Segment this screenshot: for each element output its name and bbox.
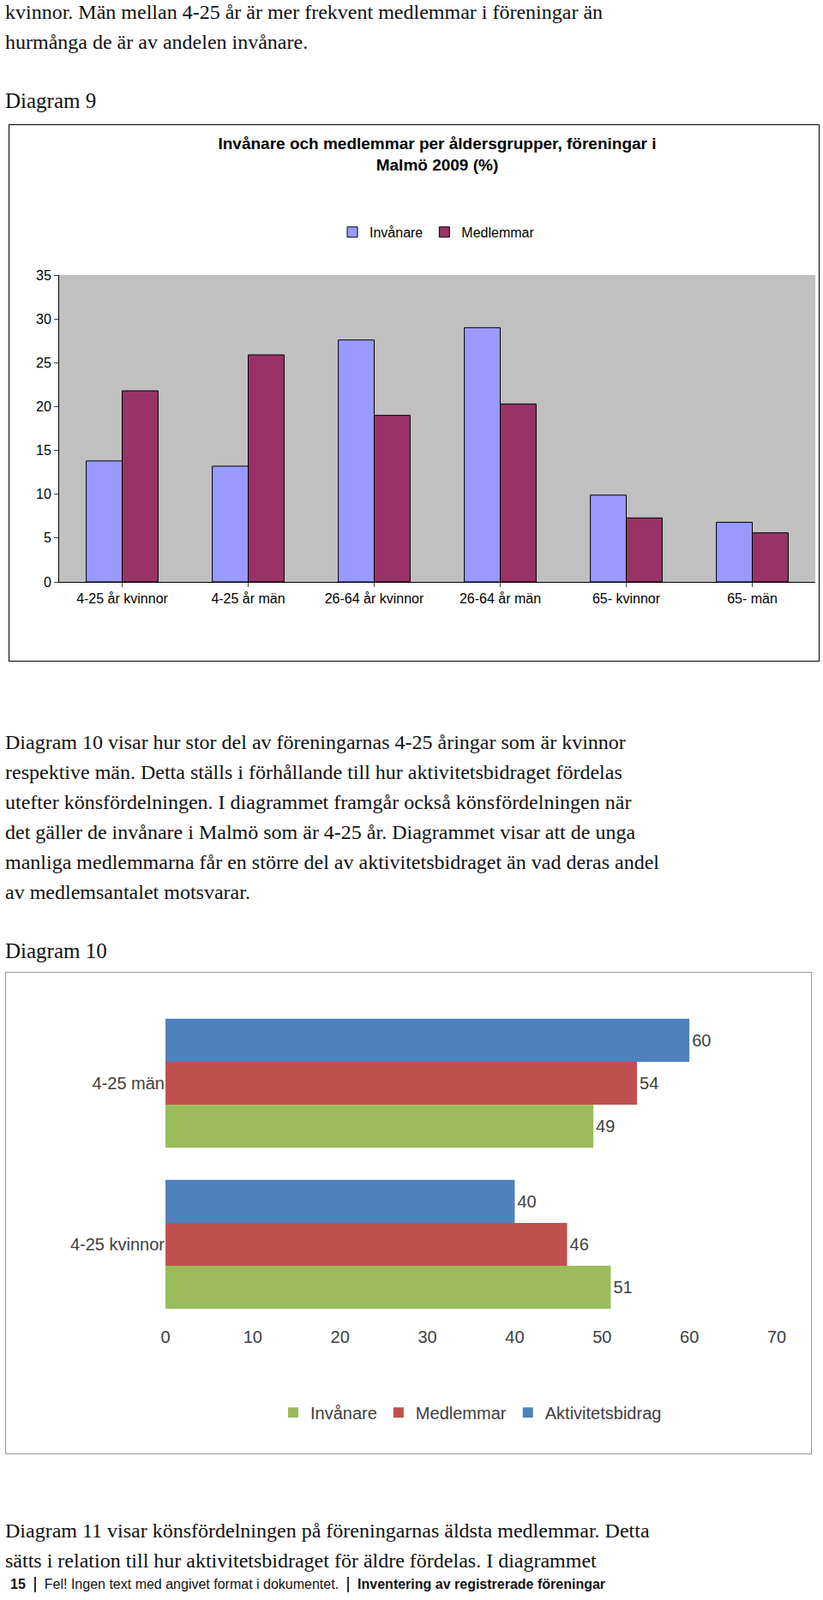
svg-text:Invånare: Invånare bbox=[369, 225, 423, 241]
svg-text:10: 10 bbox=[243, 1327, 263, 1347]
html-text:Fel! Ingen text med angivet fo: Fel! Ingen text med angivet format i dok… bbox=[44, 1577, 339, 1592]
svg-text:26-64 år kvinnor: 26-64 år kvinnor bbox=[324, 591, 425, 607]
svg-text:25: 25 bbox=[36, 355, 52, 371]
svg-text:4-25 år kvinnor: 4-25 år kvinnor bbox=[76, 591, 169, 607]
svg-text:35: 35 bbox=[36, 268, 52, 283]
svg-text:60: 60 bbox=[679, 1327, 699, 1347]
svg-text:Medlemmar: Medlemmar bbox=[415, 1404, 507, 1424]
html-text:av medlemsantalet motsvarar.: av medlemsantalet motsvarar. bbox=[5, 881, 251, 904]
svg-text:50: 50 bbox=[592, 1327, 612, 1347]
svg-text:70: 70 bbox=[767, 1327, 787, 1347]
svg-text:30: 30 bbox=[36, 312, 52, 327]
svg-text:65- män: 65- män bbox=[726, 591, 778, 607]
svg-text:0: 0 bbox=[160, 1327, 170, 1347]
svg-text:5: 5 bbox=[43, 530, 52, 546]
html-text:det gäller de invånare i Malmö: det gäller de invånare i Malmö som är 4-… bbox=[5, 821, 636, 844]
svg-text:65- kvinnor: 65- kvinnor bbox=[592, 591, 661, 607]
html-text:Inventering av registrerade fö: Inventering av registrerade föreningar bbox=[357, 1577, 606, 1592]
svg-text:0: 0 bbox=[43, 575, 52, 590]
svg-text:4-25 män: 4-25 män bbox=[92, 1074, 166, 1094]
svg-text:Aktivitetsbidrag: Aktivitetsbidrag bbox=[545, 1404, 662, 1424]
svg-text:30: 30 bbox=[417, 1327, 437, 1347]
html-text:hurmånga de är av andelen invå: hurmånga de är av andelen invånare. bbox=[5, 30, 308, 54]
svg-text:Medlemmar: Medlemmar bbox=[461, 225, 535, 241]
html-text:Diagram 10 visar hur stor del: Diagram 10 visar hur stor del av förenin… bbox=[5, 731, 626, 754]
html-text:15: 15 bbox=[10, 1577, 26, 1592]
svg-text:4-25 år män: 4-25 år män bbox=[210, 591, 285, 607]
svg-text:54: 54 bbox=[639, 1074, 659, 1094]
html-text:Diagram 11 visar könsfördelnin: Diagram 11 visar könsfördelningen på för… bbox=[5, 1519, 650, 1543]
svg-text:40: 40 bbox=[516, 1192, 536, 1212]
svg-text:51: 51 bbox=[612, 1278, 632, 1298]
svg-text:40: 40 bbox=[504, 1327, 524, 1347]
svg-text:20: 20 bbox=[36, 399, 52, 415]
svg-text:46: 46 bbox=[570, 1235, 589, 1255]
html-text:respektive män. Detta ställs i: respektive män. Detta ställs i förhållan… bbox=[5, 761, 623, 784]
svg-text:Invånare och medlemmar per åld: Invånare och medlemmar per åldersgrupper… bbox=[217, 134, 656, 175]
html-text:Diagram 9: Diagram 9 bbox=[5, 89, 97, 113]
svg-text:60: 60 bbox=[691, 1031, 711, 1051]
svg-text:26-64 år män: 26-64 år män bbox=[459, 591, 541, 607]
html-text:sätts i relation till hur akti: sätts i relation till hur aktivitetsbidr… bbox=[5, 1549, 597, 1573]
html-text:Diagram 10: Diagram 10 bbox=[5, 939, 107, 963]
svg-text:15: 15 bbox=[36, 443, 52, 458]
svg-text:Invånare: Invånare bbox=[310, 1404, 378, 1424]
html-text:manliga medlemmarna får en stö: manliga medlemmarna får en större del av… bbox=[5, 851, 660, 874]
html-text:utefter könsfördelningen. I di: utefter könsfördelningen. I diagrammet f… bbox=[5, 791, 632, 814]
html-text:kvinnor. Män mellan 4-25 år är: kvinnor. Män mellan 4-25 år är mer frekv… bbox=[5, 0, 603, 24]
svg-text:10: 10 bbox=[36, 486, 52, 502]
svg-text:49: 49 bbox=[595, 1117, 615, 1136]
svg-text:20: 20 bbox=[330, 1327, 350, 1347]
svg-text:4-25 kvinnor: 4-25 kvinnor bbox=[70, 1235, 165, 1255]
